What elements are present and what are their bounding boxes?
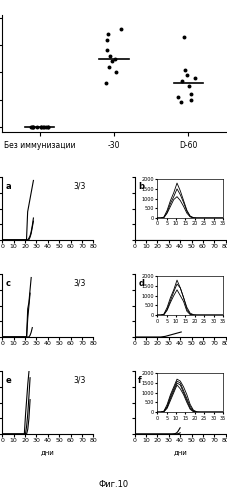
Text: f: f	[138, 376, 141, 385]
X-axis label: дни: дни	[41, 449, 54, 455]
Point	[41, 123, 45, 131]
Text: Фиг.10: Фиг.10	[99, 480, 128, 489]
Point	[186, 82, 190, 90]
Point	[30, 123, 33, 131]
Point	[107, 63, 111, 71]
Point	[35, 123, 39, 131]
Point	[29, 123, 33, 131]
Point	[107, 52, 111, 60]
Point	[114, 68, 118, 76]
Point	[105, 46, 108, 54]
Text: 0/7: 0/7	[205, 182, 217, 190]
Point	[119, 24, 123, 32]
Text: 3/3: 3/3	[74, 376, 86, 385]
Text: b: b	[138, 182, 143, 190]
Point	[183, 66, 187, 74]
Point	[188, 96, 192, 104]
Point	[192, 74, 196, 82]
Text: 3/3: 3/3	[74, 279, 86, 288]
Point	[44, 123, 48, 131]
Point	[104, 79, 107, 87]
Point	[39, 123, 43, 131]
Point	[185, 71, 188, 79]
Point	[46, 123, 49, 131]
Text: a: a	[6, 182, 12, 190]
Text: c: c	[6, 279, 11, 288]
X-axis label: дни: дни	[173, 449, 186, 455]
Point	[178, 98, 182, 106]
Point	[46, 123, 49, 131]
Point	[110, 58, 114, 66]
Point	[31, 123, 35, 131]
Point	[112, 54, 116, 62]
Point	[42, 123, 45, 131]
Text: d: d	[138, 279, 143, 288]
Text: 3/3: 3/3	[74, 182, 86, 190]
Point	[181, 33, 185, 41]
Point	[105, 36, 108, 44]
Point	[179, 76, 183, 84]
Point	[31, 123, 35, 131]
Point	[39, 123, 43, 131]
Text: e: e	[6, 376, 12, 385]
Text: 2/7: 2/7	[205, 376, 217, 385]
Text: 1/7: 1/7	[205, 279, 217, 288]
Point	[105, 30, 109, 38]
Point	[176, 93, 179, 101]
Point	[188, 90, 192, 98]
